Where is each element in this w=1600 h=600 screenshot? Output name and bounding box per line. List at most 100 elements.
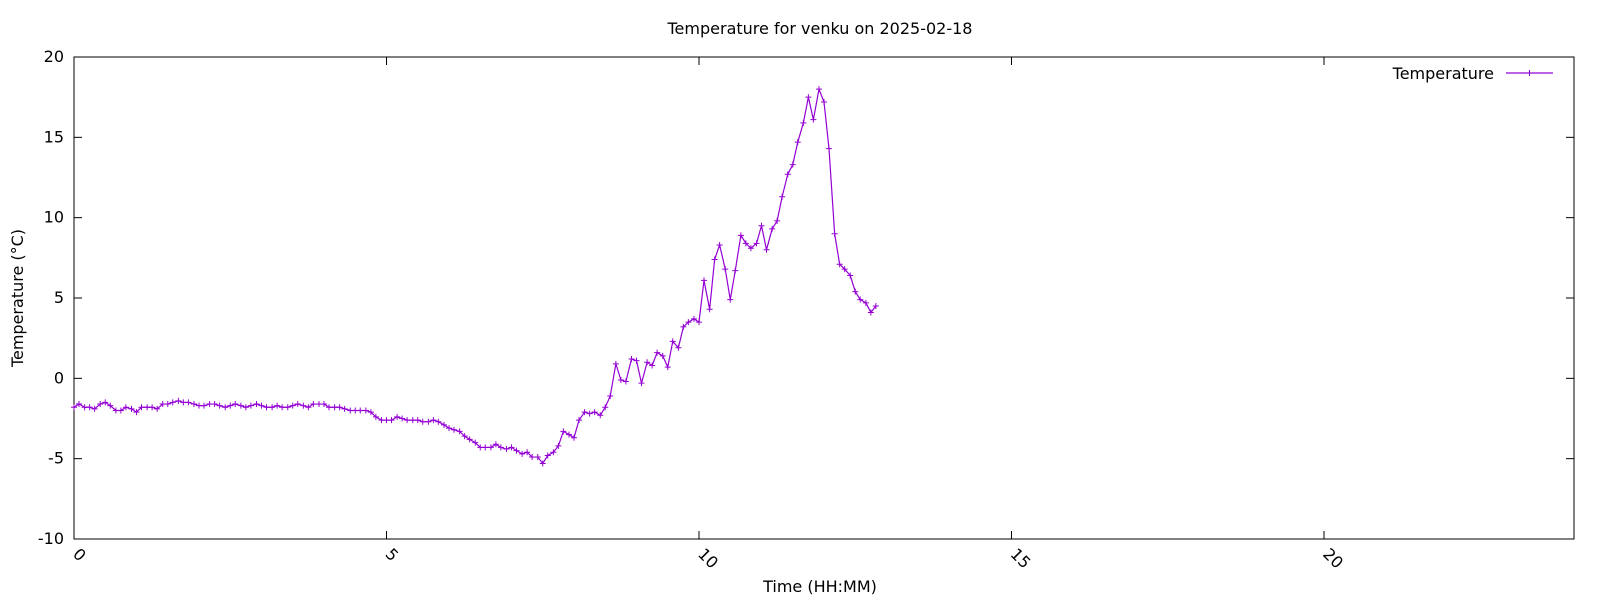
data-point [586,410,593,417]
data-point [644,359,651,366]
data-point [169,399,176,406]
series-line-temperature [73,86,877,465]
y-tick-label: 15 [44,127,64,146]
data-point [430,417,437,424]
data-point [263,404,270,411]
data-point [404,417,411,424]
y-tick-label: -5 [48,449,64,468]
data-point [446,425,452,432]
data-point [482,444,489,451]
data-point [513,447,520,454]
data-point [519,450,526,457]
data-point [107,402,114,409]
data-point [399,415,406,422]
data-point [841,266,848,273]
data-point [451,426,457,433]
data-point [622,378,629,385]
data-point [326,404,332,411]
data-point [362,407,369,414]
data-point [86,404,93,411]
data-point [774,217,781,224]
chart-title: Temperature for venku on 2025-02-18 [667,19,973,38]
data-point [534,454,541,461]
data-point [232,401,239,408]
data-point [669,338,676,345]
y-tick-label: 10 [44,208,64,227]
data-point [571,434,577,441]
data-point [716,241,723,248]
data-point [227,402,234,409]
data-point [711,256,718,263]
data-point [722,266,729,273]
data-point [97,401,104,408]
data-point [310,401,317,408]
data-point [524,449,531,456]
data-point [497,444,504,451]
data-point [461,433,468,440]
data-point [742,240,749,247]
data-point [539,460,546,467]
data-point [441,421,447,428]
data-point [341,405,348,412]
data-point [154,405,161,412]
data-point [185,399,192,406]
data-point [222,404,229,411]
data-point [466,436,473,443]
data-point [555,442,562,449]
x-axis: 0 5 10 15 20 [69,57,1347,572]
data-point [727,296,734,303]
x-axis-title: Time (HH:MM) [762,577,877,596]
data-point [425,418,432,425]
data-point [372,413,379,420]
data-point [821,98,827,105]
data-point [237,402,244,409]
data-point [414,417,421,424]
data-point [810,116,817,123]
data-point [872,303,879,310]
data-point [706,306,713,313]
plot-border [73,56,1575,540]
x-tick-label: 10 [694,544,722,572]
data-point [419,418,426,425]
y-axis-title: Temperature (°C) [8,229,27,368]
data-point [659,352,666,359]
data-point [685,319,692,326]
data-point [612,360,619,367]
data-point [544,452,551,459]
y-tick-label: 5 [54,288,64,307]
x-tick-label: 15 [1007,544,1035,572]
data-point [867,309,874,316]
data-point [253,401,260,408]
data-point [242,404,249,411]
data-point [784,171,791,178]
data-point [581,409,588,416]
data-point [388,417,395,424]
data-point [862,299,869,306]
data-point [633,357,640,364]
data-point [769,225,776,232]
data-point [122,404,129,411]
series-layer [71,86,879,467]
data-point [664,364,671,371]
data-point [617,376,624,383]
data-point [696,319,702,326]
legend-label-temperature: Temperature [1392,64,1494,83]
data-point [638,380,645,387]
data-point [435,418,442,425]
data-point [274,402,281,409]
y-tick-label: 0 [54,368,64,387]
data-point [607,393,614,400]
data-point [175,397,182,404]
data-point [847,272,854,279]
data-point [794,139,801,146]
data-point [836,261,843,268]
data-point [258,402,265,409]
data-point [560,428,567,435]
y-axis: -10 -5 0 5 10 15 20 [38,47,1574,548]
data-point [747,245,754,252]
data-point [779,193,786,200]
data-point [852,288,859,295]
data-point [357,407,364,414]
data-point [602,404,609,411]
data-point [550,449,557,456]
